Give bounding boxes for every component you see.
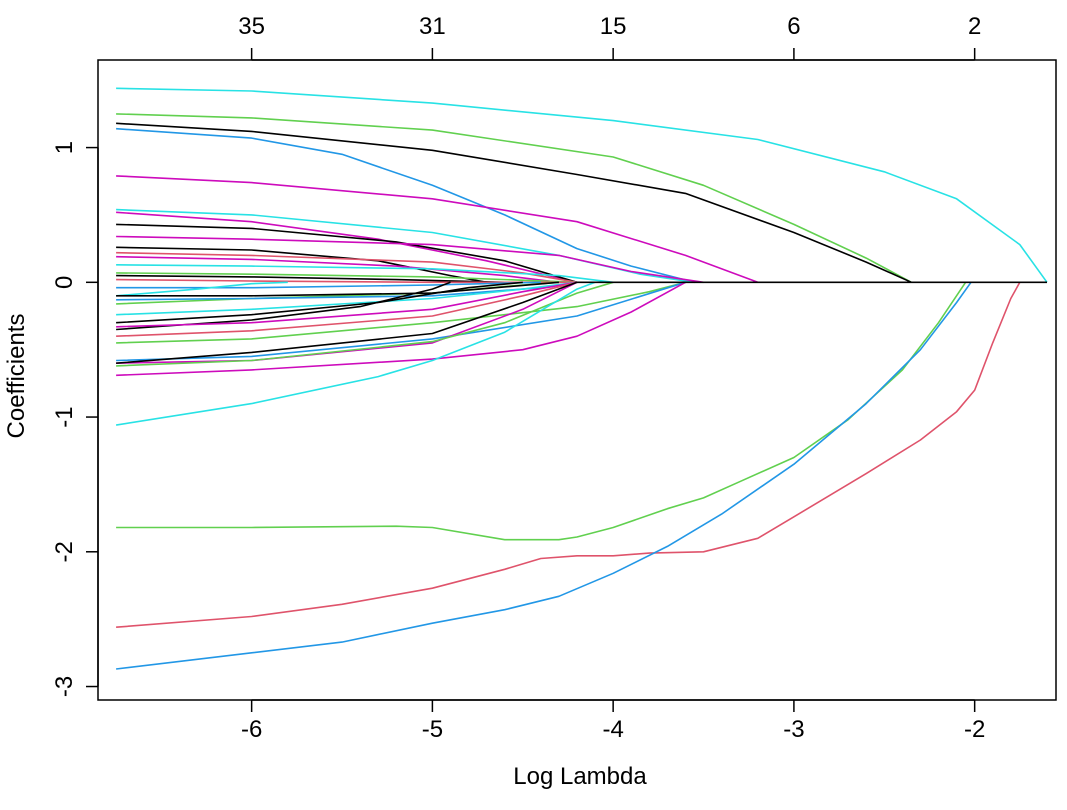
- x-tick-label: -5: [422, 716, 443, 743]
- top-tick-label: 15: [600, 13, 627, 40]
- series-line-29: [116, 281, 578, 364]
- series-line-27: [116, 281, 523, 324]
- top-tick-label: 2: [968, 13, 981, 40]
- series-line-7: [116, 211, 578, 284]
- y-axis-title: Coefficients: [3, 314, 30, 439]
- x-axis-title: Log Lambda: [513, 763, 647, 790]
- series-line-3: [116, 122, 912, 284]
- series-line-32: [116, 281, 686, 377]
- series-line-15: [116, 274, 505, 284]
- series-line-2: [116, 113, 912, 284]
- y-tick-label: 0: [51, 276, 78, 289]
- series-line-17: [116, 281, 541, 289]
- series-line-24: [116, 281, 578, 328]
- series-line-11: [116, 251, 578, 284]
- x-tick-label: -6: [241, 716, 262, 743]
- series-line-9: [116, 235, 704, 284]
- top-tick-label: 35: [238, 13, 265, 40]
- y-tick-label: -3: [51, 676, 78, 697]
- x-tick-label: -2: [964, 716, 985, 743]
- series-line-18: [116, 281, 288, 297]
- y-tick-label: -2: [51, 541, 78, 562]
- series-line-13: [116, 264, 614, 284]
- y-axis: -3 -2 -1 0 1: [51, 141, 99, 697]
- top-tick-label: 31: [419, 13, 446, 40]
- series-line-20: [116, 281, 559, 297]
- series-line-23: [116, 281, 451, 331]
- x-tick-label: -3: [783, 716, 804, 743]
- series-line-6: [116, 208, 695, 284]
- series-line-31: [116, 281, 614, 367]
- y-tick-label: 1: [51, 141, 78, 154]
- series-line-35: [116, 281, 1021, 628]
- x-tick-label: -4: [602, 716, 623, 743]
- series-line-14: [116, 272, 578, 284]
- series-line-36: [116, 281, 972, 670]
- series-line-8: [116, 223, 578, 284]
- series-line-30: [116, 281, 578, 364]
- y-tick-label: -1: [51, 406, 78, 427]
- series-line-28: [116, 281, 686, 362]
- series-line-25: [116, 281, 578, 337]
- top-axis: 35 31 15 6 2: [238, 13, 981, 61]
- series-line-33: [115, 281, 596, 426]
- series-layer: [115, 87, 1048, 670]
- series-line-4: [116, 127, 695, 284]
- series-line-26: [116, 281, 686, 344]
- plot-frame: [97, 59, 1057, 701]
- series-line-12: [116, 255, 559, 284]
- top-tick-label: 6: [787, 13, 800, 40]
- series-line-5: [116, 175, 759, 284]
- series-line-16: [116, 278, 577, 284]
- series-line-22: [116, 281, 578, 316]
- x-axis: -6 -5 -4 -3 -2: [241, 699, 985, 743]
- series-line-1: [116, 87, 1048, 283]
